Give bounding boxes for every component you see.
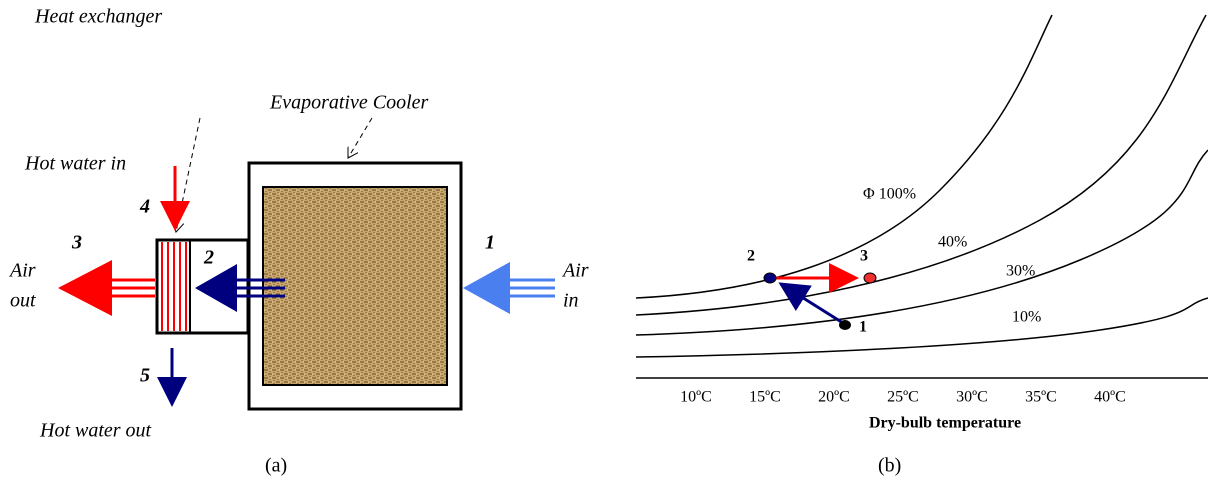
pointer (176, 118, 200, 232)
curve-label: 40% (938, 234, 967, 251)
figure: Heat exchanger Evaporative Cooler Hot wa… (0, 0, 1208, 489)
label: Evaporative Cooler (269, 92, 429, 114)
label: Heat exchanger (34, 6, 162, 28)
air-in-arrow (463, 262, 555, 314)
pointer (348, 118, 372, 158)
x-tick-label: 25ºC (887, 389, 919, 406)
curve-label: 30% (1006, 263, 1035, 280)
station: 4 (139, 196, 150, 218)
x-tick-label: 35ºC (1025, 389, 1057, 406)
label: out (10, 290, 36, 312)
x-tick-label: 10ºC (680, 389, 712, 406)
label: Hot water in (24, 153, 126, 175)
state-point (864, 273, 876, 283)
state-point (839, 320, 851, 330)
x-axis-label: Dry-bulb temperature (869, 415, 1021, 432)
x-ticks: 10ºC 15ºC 20ºC 25ºC 30ºC 35ºC 40ºC (680, 389, 1126, 406)
label: Air (8, 260, 36, 282)
label: in (563, 290, 579, 312)
point-label: 3 (860, 248, 868, 265)
curve-label: Φ 100% (863, 186, 916, 203)
x-tick-label: 30ºC (956, 389, 988, 406)
cooler-pad (263, 187, 447, 385)
curve-label: 10% (1012, 309, 1041, 326)
station: 3 (71, 232, 82, 254)
rh-curves (636, 15, 1208, 357)
x-tick-label: 40ºC (1094, 389, 1126, 406)
point-label: 1 (859, 319, 867, 336)
caption: (a) (265, 455, 287, 477)
process-arrow (781, 284, 843, 323)
x-tick-label: 20ºC (818, 389, 850, 406)
state-point (764, 273, 776, 283)
station: 2 (203, 247, 214, 269)
point-label: 2 (747, 248, 755, 265)
label: Hot water out (39, 420, 152, 442)
panel-a: Heat exchanger Evaporative Cooler Hot wa… (8, 6, 589, 477)
station: 5 (140, 365, 150, 387)
caption: (b) (878, 455, 901, 477)
label: Air (561, 260, 589, 282)
x-tick-label: 15ºC (749, 389, 781, 406)
station: 1 (485, 232, 495, 254)
panel-b: 10ºC 15ºC 20ºC 25ºC 30ºC 35ºC 40ºC Dry-bulb te… (636, 15, 1208, 477)
air-out-arrow (58, 260, 155, 316)
